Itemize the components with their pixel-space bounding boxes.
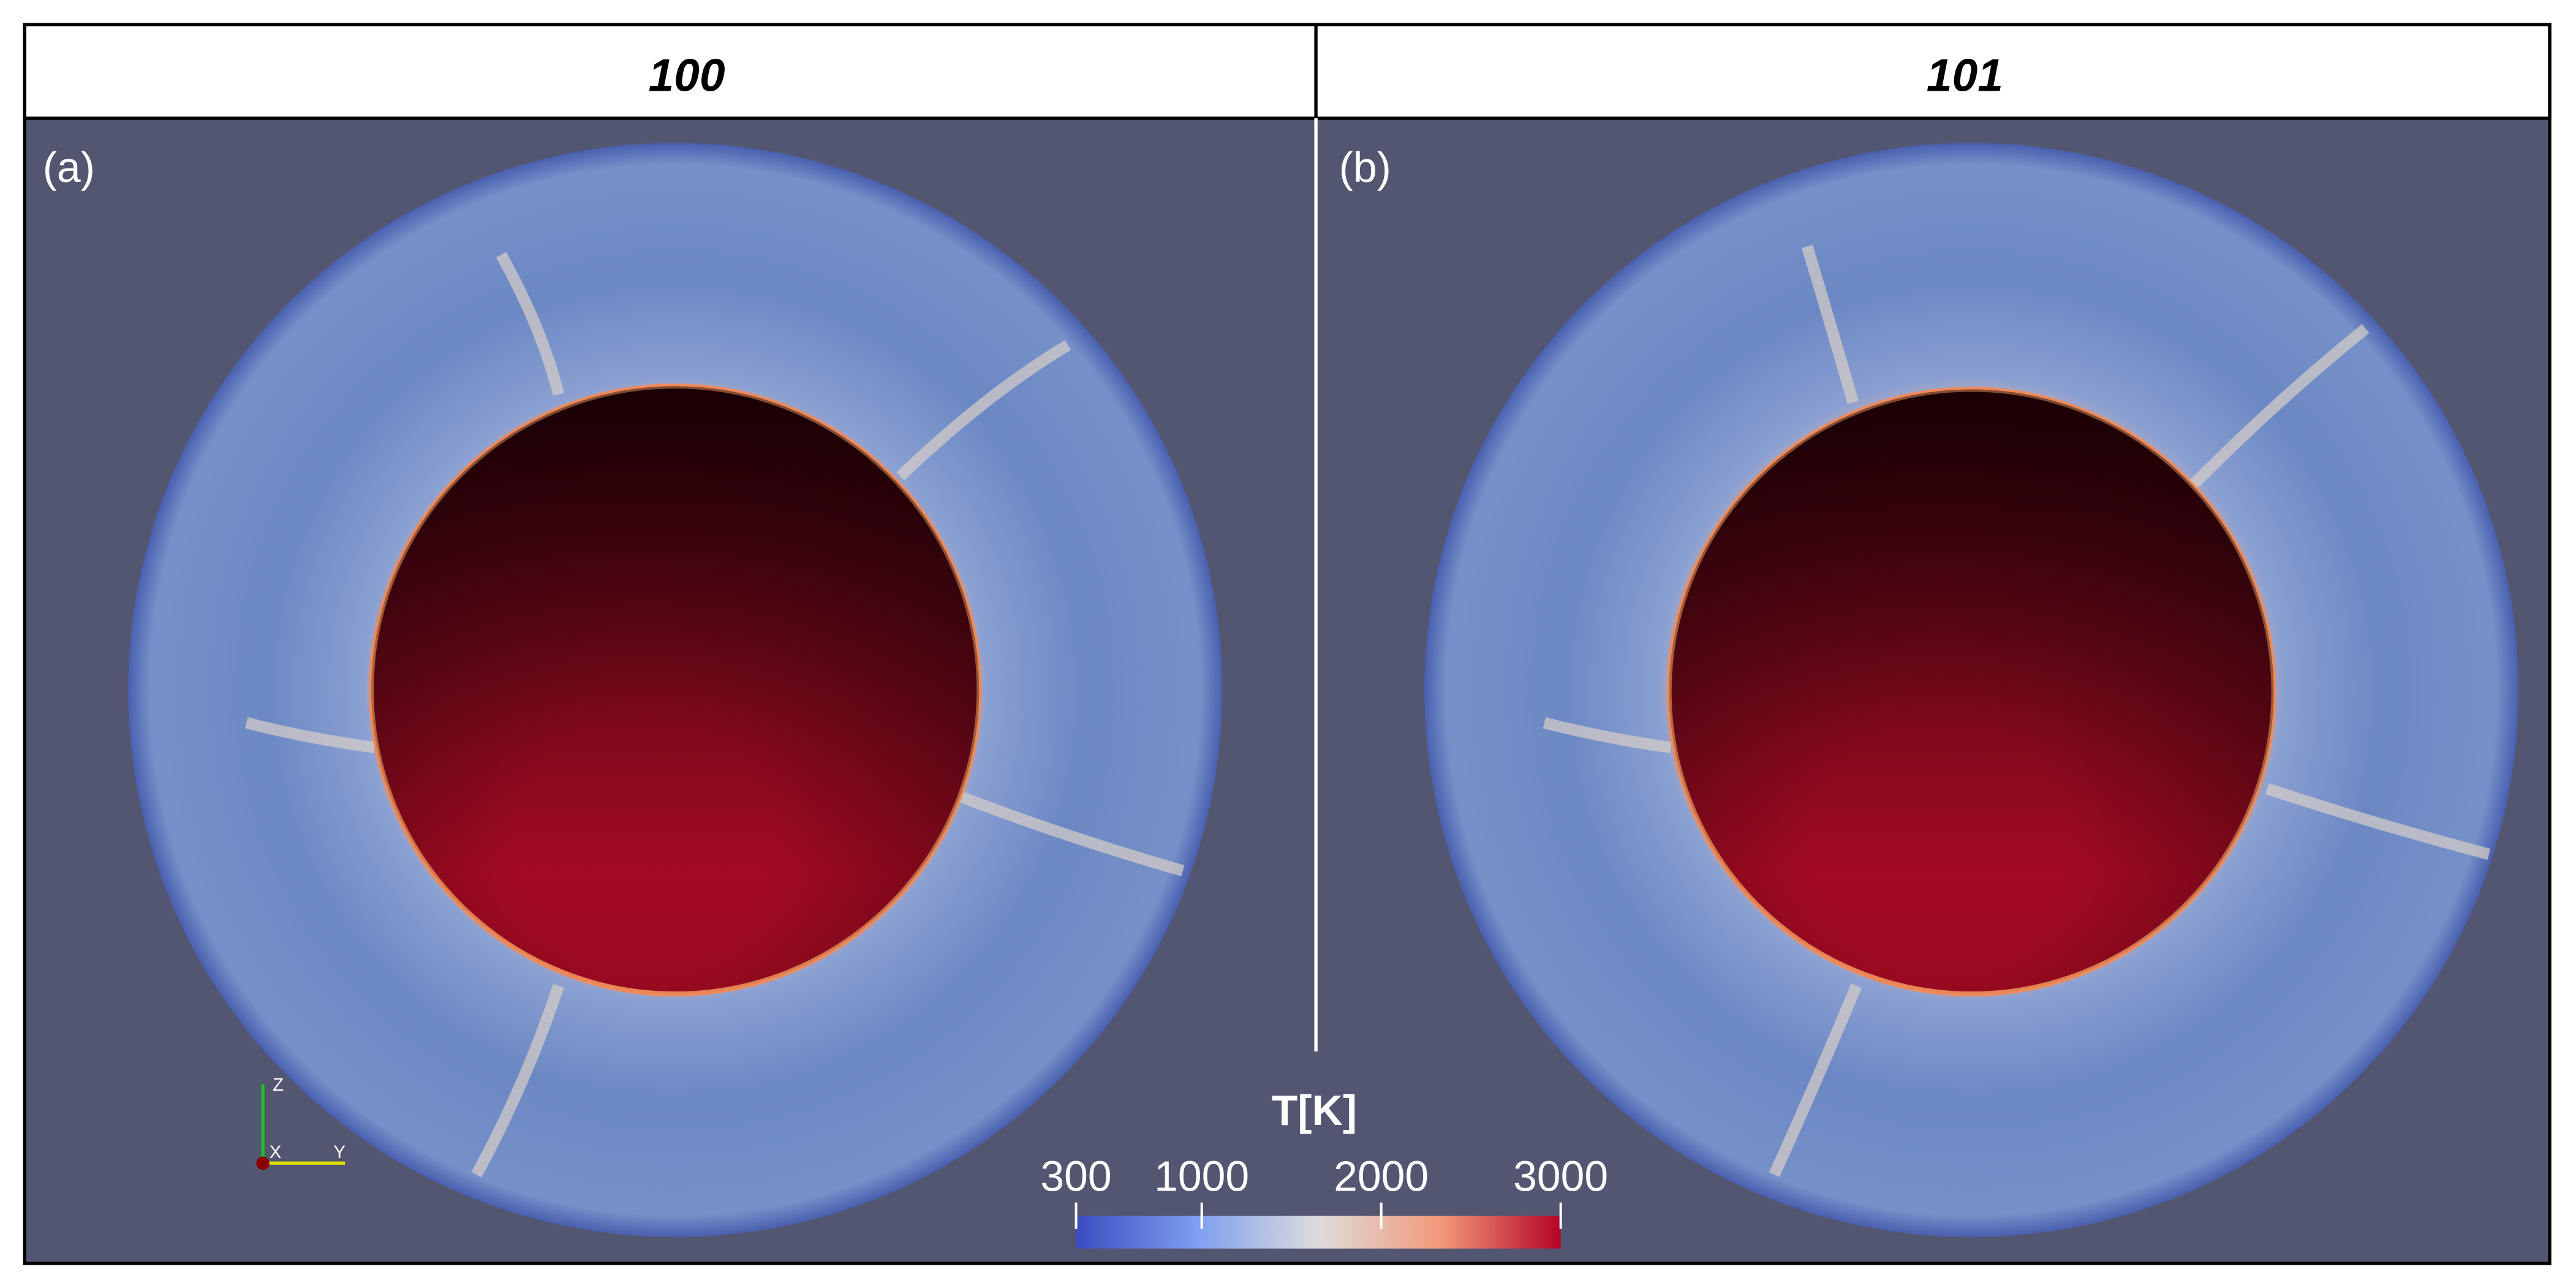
colorbar-tick-label: 1000 — [1154, 1152, 1249, 1200]
colorbar-tick-label: 3000 — [1513, 1152, 1608, 1200]
header — [23, 23, 2551, 120]
core-shade — [1669, 389, 2274, 994]
panel-label: (a) — [43, 143, 95, 191]
panel-label: (b) — [1339, 143, 1391, 191]
triad-label: Y — [333, 1142, 346, 1162]
x-axis — [256, 1156, 270, 1170]
plumes — [244, 252, 1185, 1178]
panel-title: 100 — [648, 50, 725, 101]
colorbar-ramp — [1076, 1216, 1561, 1249]
panel-title: 101 — [1927, 50, 2003, 101]
panel: 101 (b) — [1339, 50, 2519, 1237]
colorbar-tick-label: 2000 — [1334, 1152, 1429, 1200]
triad-label: X — [270, 1142, 282, 1162]
triad-label: Z — [273, 1075, 284, 1095]
panel: 100 (a) — [43, 50, 1223, 1237]
orientation-triad: Z X Y — [256, 1075, 346, 1170]
colorbar: T[K] 300 1000 2000 3000 — [1040, 1086, 1608, 1249]
frame — [23, 23, 2551, 1265]
plumes — [1543, 244, 2491, 1177]
colorbar-title: T[K] — [1272, 1086, 1357, 1134]
core-shade — [371, 386, 980, 994]
colorbar-tick-label: 300 — [1040, 1152, 1111, 1200]
